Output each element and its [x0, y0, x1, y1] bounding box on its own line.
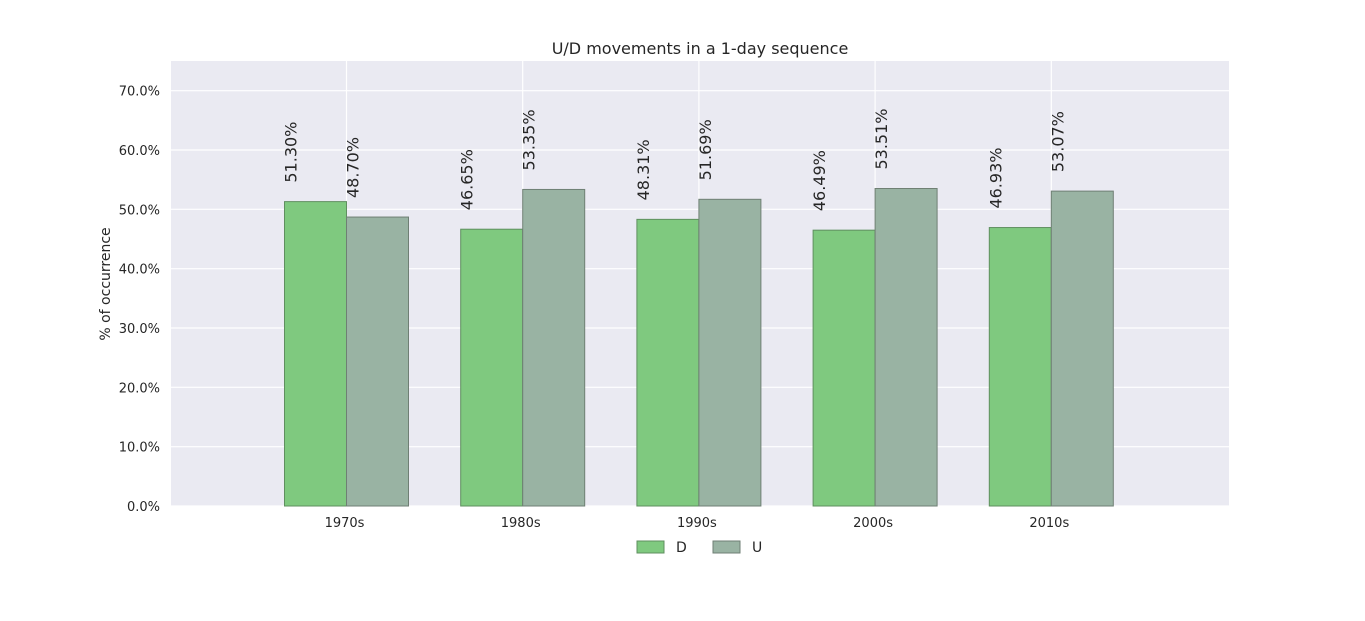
bar-value-label: 53.07% [1048, 111, 1067, 172]
bar-u-1980s [522, 188, 586, 507]
legend-label-d: D [676, 540, 687, 556]
y-tick-label: 30.0% [119, 322, 160, 337]
bar-d-2000s [812, 229, 876, 507]
bar-value-label: 46.65% [458, 149, 477, 210]
bar-d-1970s [284, 201, 347, 507]
bar-d-2010s [988, 227, 1052, 507]
bar-value-label: 48.70% [344, 137, 363, 198]
bar-value-label: 46.93% [986, 148, 1005, 209]
bars [284, 188, 1114, 507]
legend-swatch-d [636, 540, 665, 554]
bar-u-2010s [1050, 190, 1114, 507]
axis-ticks: 0.0% 10.0% 20.0% 30.0% 40.0% 50.0% 60.0% 70.0% 1… [119, 85, 1070, 531]
y-tick-label: 10.0% [119, 441, 160, 456]
bar-value-label: 51.69% [696, 119, 715, 180]
bar-value-label: 53.35% [520, 109, 539, 170]
value-labels: 51.30% 46.65% 48.31% 46.49% 46.93% 48.70% 53.3… [282, 108, 1068, 211]
chart-title: U/D movements in a 1-day sequence [552, 39, 849, 58]
y-tick-label: 60.0% [119, 144, 160, 159]
y-tick-label: 0.0% [127, 500, 160, 515]
bar-u-1990s [698, 198, 762, 507]
y-tick-label: 70.0% [119, 85, 160, 100]
legend-swatch-u [712, 540, 741, 554]
y-axis-label: % of occurrence [98, 227, 114, 340]
y-tick-label: 20.0% [119, 381, 160, 396]
x-tick-label: 2010s [1029, 516, 1069, 531]
bar-value-label: 51.30% [282, 122, 301, 183]
x-tick-label: 1990s [677, 516, 717, 531]
x-tick-label: 2000s [853, 516, 893, 531]
y-tick-label: 50.0% [119, 203, 160, 218]
legend-label-u: U [752, 540, 762, 556]
bar-value-label: 53.51% [872, 108, 891, 169]
bar-d-1980s [460, 228, 524, 507]
x-tick-label: 1980s [501, 516, 541, 531]
x-tick-label: 1970s [325, 516, 365, 531]
bar-value-label: 48.31% [634, 139, 653, 200]
bar-value-label: 46.49% [810, 150, 829, 211]
bar-u-2000s [874, 188, 938, 507]
y-tick-label: 40.0% [119, 263, 160, 278]
bar-d-1990s [636, 218, 700, 507]
bar-u-1970s [346, 216, 409, 507]
